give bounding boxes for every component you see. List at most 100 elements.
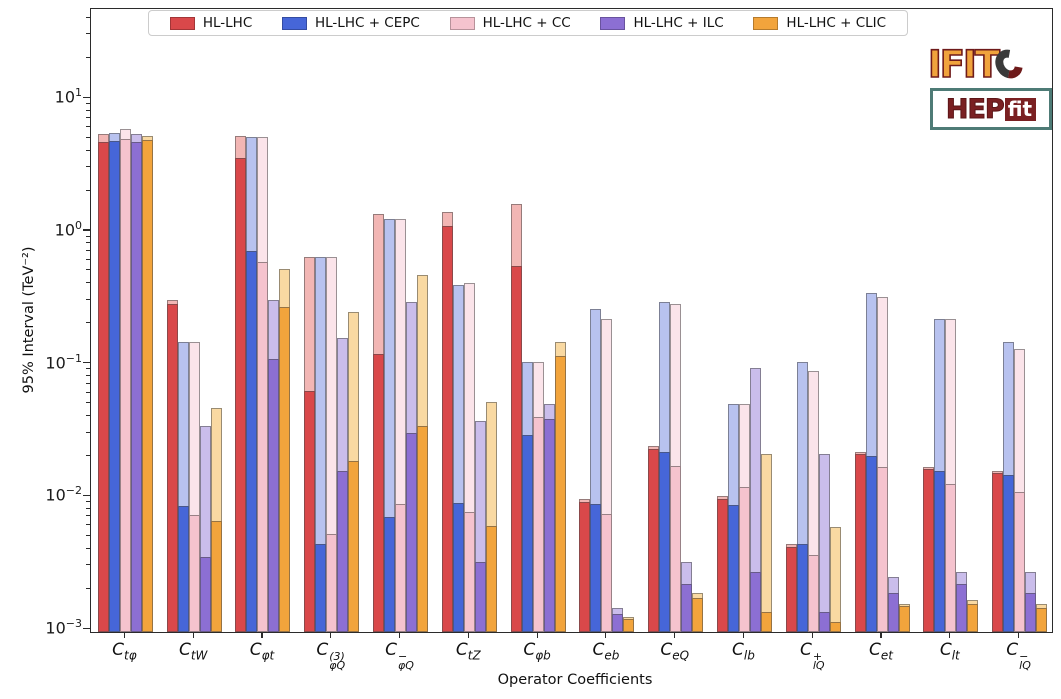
ifit-logo-text: IFIT	[927, 42, 1001, 86]
x-category-label: C − φQ	[385, 640, 414, 673]
bar-solid-HL-LHC + CLIC	[485, 525, 497, 632]
legend-swatch-HL-LHC + CLIC	[753, 16, 779, 30]
x-category-label: CtZ	[455, 640, 481, 663]
bar-solid-HL-LHC + CC	[257, 262, 269, 632]
bar-solid-HL-LHC	[373, 353, 385, 632]
bar-solid-HL-LHC + CEPC	[865, 455, 877, 632]
bar-solid-HL-LHC	[992, 473, 1004, 632]
bar-solid-HL-LHC + CLIC	[623, 619, 635, 632]
bar-solid-HL-LHC	[648, 448, 660, 632]
bar-solid-HL-LHC + CEPC	[590, 503, 602, 632]
bar-solid-HL-LHC + CLIC	[279, 306, 291, 632]
x-category-label: Cet	[869, 640, 894, 663]
bar-solid-HL-LHC + ILC	[1025, 593, 1037, 632]
y-axis-title: 95% Interval (TeV⁻²)	[21, 246, 37, 394]
bar-solid-HL-LHC	[235, 158, 247, 632]
bar-solid-HL-LHC + CLIC	[760, 611, 772, 632]
bar-solid-HL-LHC	[923, 469, 935, 632]
bar-solid-HL-LHC + CLIC	[141, 139, 153, 632]
bar-solid-HL-LHC + ILC	[337, 471, 349, 632]
y-minor-tick	[86, 117, 90, 119]
y-minor-tick	[86, 515, 90, 517]
y-major-tick	[83, 229, 90, 231]
bar-solid-HL-LHC	[97, 142, 109, 632]
bar-solid-HL-LHC + CC	[326, 534, 338, 632]
x-category-label: Clb	[732, 640, 755, 663]
y-major-tick	[83, 362, 90, 364]
y-major-tick	[83, 627, 90, 629]
y-tick-label: 101	[54, 86, 82, 107]
bar-solid-HL-LHC + CEPC	[659, 451, 671, 632]
bar-solid-HL-LHC	[854, 454, 866, 632]
y-minor-tick	[86, 454, 90, 456]
y-tick-label: 10−3	[45, 617, 82, 638]
x-category-label: C + lQ	[799, 640, 825, 673]
bar-solid-HL-LHC	[166, 304, 178, 632]
bar-light-HL-LHC + CLIC	[829, 526, 841, 632]
bar-solid-HL-LHC + CLIC	[1036, 607, 1048, 632]
y-minor-tick	[86, 102, 90, 104]
bar-solid-HL-LHC + CLIC	[348, 460, 360, 632]
y-minor-tick	[86, 242, 90, 244]
legend: HL-LHC HL-LHC + CEPC HL-LHC + CC HL-LHC + I…	[148, 10, 908, 36]
bar-solid-HL-LHC + ILC	[956, 584, 968, 632]
y-minor-tick	[86, 500, 90, 502]
bar-solid-HL-LHC + CC	[1014, 491, 1026, 632]
legend-item: HL-LHC + CEPC	[282, 15, 420, 31]
bar-solid-HL-LHC + CLIC	[898, 605, 910, 632]
legend-swatch-HL-LHC + CC	[449, 16, 475, 30]
legend-item: HL-LHC + CLIC	[753, 15, 886, 31]
y-minor-tick	[86, 547, 90, 549]
bar-solid-HL-LHC + CC	[738, 487, 750, 632]
bar-solid-HL-LHC + ILC	[818, 611, 830, 632]
x-tick	[536, 633, 538, 638]
bar-solid-HL-LHC + CC	[532, 417, 544, 632]
bar-solid-HL-LHC + CEPC	[384, 516, 396, 632]
x-category-label: Clt	[939, 640, 960, 663]
x-category-label: C − lQ	[1006, 640, 1031, 673]
x-tick	[811, 633, 813, 638]
x-tick	[261, 633, 263, 638]
y-minor-tick	[86, 507, 90, 509]
y-minor-tick	[86, 391, 90, 393]
x-tick	[742, 633, 745, 638]
y-minor-tick	[86, 322, 90, 324]
bar-solid-HL-LHC	[579, 501, 591, 632]
bar-solid-HL-LHC + CLIC	[554, 356, 566, 632]
bar-solid-HL-LHC + ILC	[406, 433, 418, 632]
y-minor-tick	[86, 375, 90, 377]
hepfit-logo-hep-text: HEP	[945, 93, 1005, 125]
y-minor-tick	[86, 402, 90, 404]
bar-solid-HL-LHC + CLIC	[692, 598, 704, 632]
x-tick	[123, 633, 125, 638]
legend-item: HL-LHC + CC	[449, 15, 571, 31]
bar-solid-HL-LHC + CEPC	[246, 251, 258, 632]
y-minor-tick	[86, 415, 90, 416]
x-category-label: Cφb	[523, 640, 551, 663]
legend-swatch-HL-LHC	[169, 16, 195, 30]
bar-solid-HL-LHC + CLIC	[210, 521, 222, 632]
y-tick-label: 10−2	[45, 484, 82, 505]
bar-solid-HL-LHC + ILC	[268, 358, 280, 632]
bar-solid-HL-LHC + CLIC	[829, 621, 841, 632]
x-tick	[949, 633, 951, 638]
y-minor-tick	[86, 33, 90, 35]
bar-solid-HL-LHC	[510, 265, 522, 632]
x-category-label: CeQ	[660, 640, 690, 663]
bar-solid-HL-LHC	[441, 226, 453, 632]
bar-solid-HL-LHC + CEPC	[934, 471, 946, 632]
bar-solid-HL-LHC + ILC	[887, 593, 899, 632]
bar-solid-HL-LHC + ILC	[543, 419, 555, 632]
bar-solid-HL-LHC	[304, 391, 316, 632]
bar-solid-HL-LHC + CC	[188, 514, 200, 632]
bar-solid-HL-LHC + CLIC	[417, 425, 429, 632]
x-tick	[467, 633, 469, 638]
bar-solid-HL-LHC + CEPC	[108, 141, 120, 632]
y-minor-tick	[86, 298, 90, 300]
bar-solid-HL-LHC + ILC	[199, 556, 211, 632]
y-minor-tick	[86, 258, 90, 260]
y-minor-tick	[86, 431, 90, 433]
y-minor-tick	[86, 109, 90, 111]
bar-solid-HL-LHC + ILC	[681, 584, 693, 632]
